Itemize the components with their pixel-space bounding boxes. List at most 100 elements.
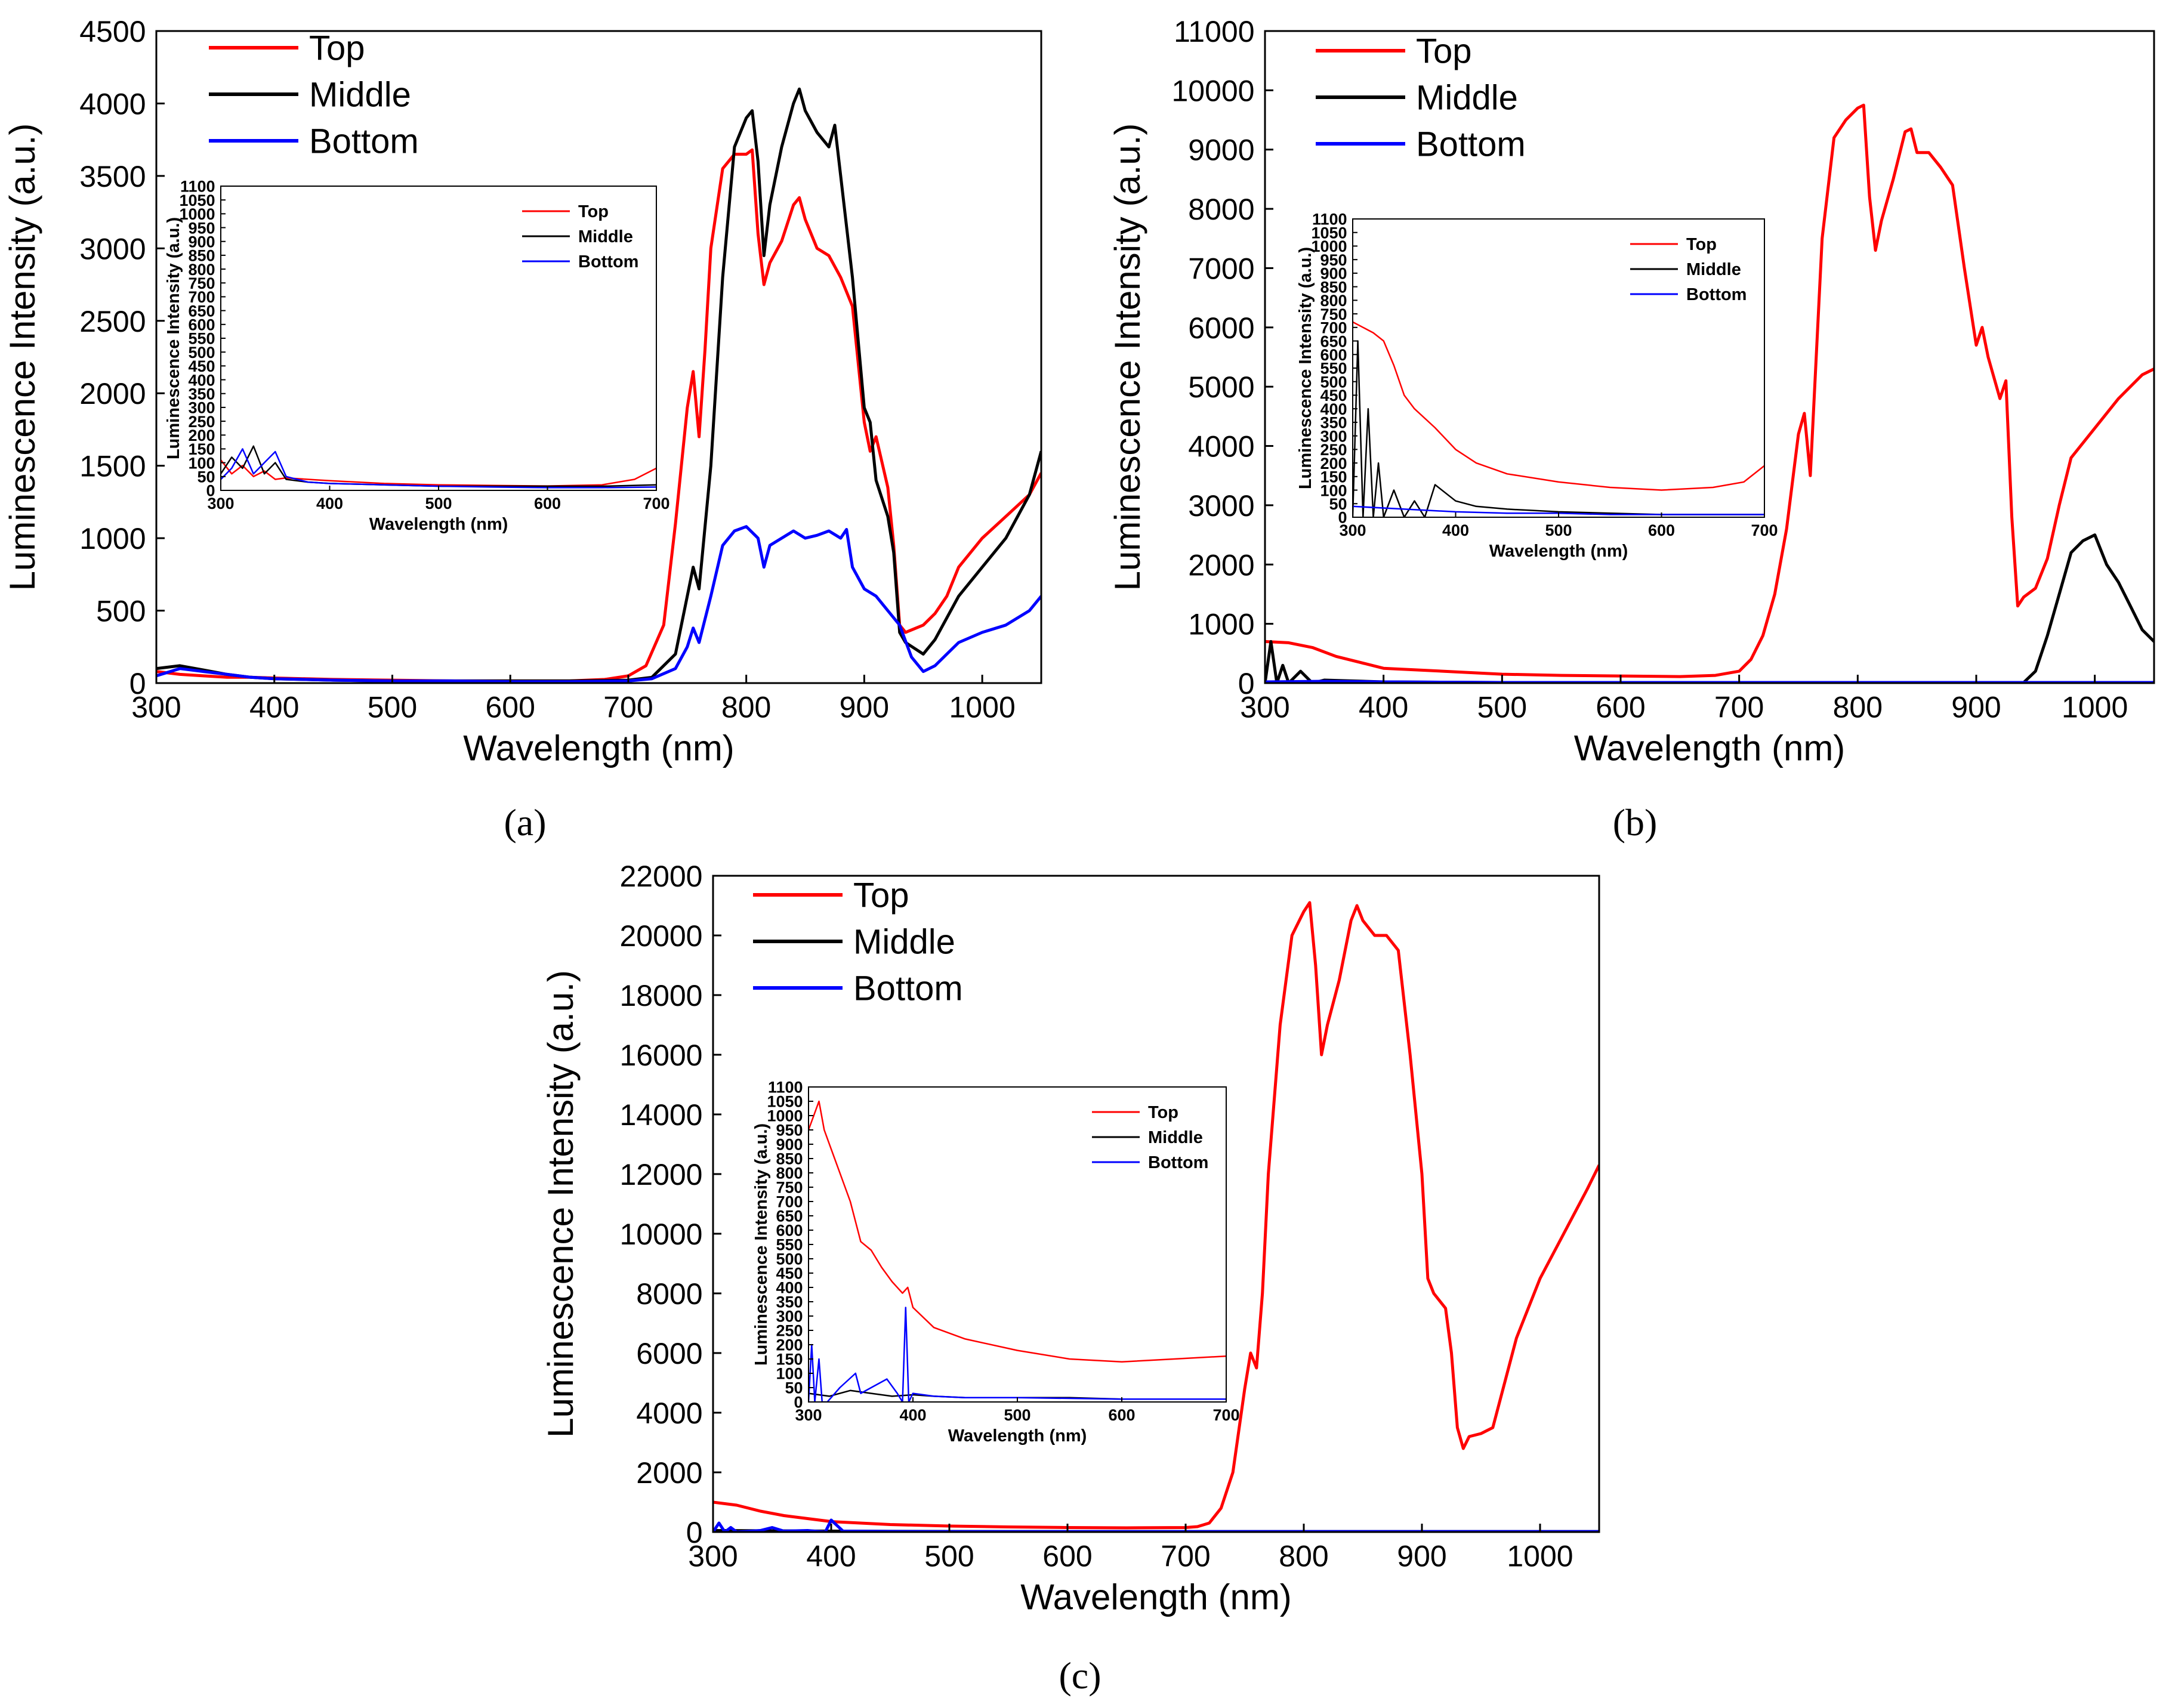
panel-a-ytick-label: 1000	[79, 522, 146, 555]
panel-b-inset-xtick-label: 400	[1442, 521, 1469, 539]
panel-c-inset-ytick-label: 350	[776, 1293, 803, 1311]
panel-a-inset-ytick-label: 400	[188, 371, 215, 389]
panel-b-legend-label-top: Top	[1416, 32, 1472, 70]
panel-b-inset-ytick-label: 300	[1320, 427, 1347, 445]
panel-c-xtick-label: 1000	[1507, 1540, 1573, 1573]
panel-c-xtick-label: 300	[688, 1540, 738, 1573]
panel-c-ytick-label: 4000	[636, 1397, 702, 1430]
panel-c-inset-ytick-label: 900	[776, 1136, 803, 1154]
panel-a-inset-ytick-label: 950	[188, 219, 215, 237]
panel-c-inset-ytick-label: 100	[776, 1365, 803, 1383]
panel-c-inset-legend-label-top: Top	[1148, 1103, 1178, 1122]
panel-a-label: (a)	[504, 801, 546, 844]
panel-b-inset-axes: 300 400 500 600 7000501001502002503003504004…	[1296, 211, 1778, 561]
panel-a-ytick-label: 4000	[79, 87, 146, 121]
panel-b-inset-ytick-label: 500	[1320, 373, 1347, 391]
panel-c-inset-bg	[809, 1087, 1226, 1402]
panel-b-ytick-label: 7000	[1188, 252, 1254, 285]
panel-b-inset-ytick-label: 650	[1320, 332, 1347, 350]
panel-c-inset-ytick-label: 850	[776, 1150, 803, 1168]
panel-a-inset-ytick-label: 700	[188, 288, 215, 306]
panel-a-inset-x-title: Wavelength (nm)	[369, 515, 508, 534]
panel-a-legend-label-middle: Middle	[309, 75, 411, 114]
panel-b-ytick-label: 8000	[1188, 193, 1254, 226]
panel-a-inset-axes: 300 400 500 600 7000501001502002503003504004…	[164, 178, 670, 534]
panel-a-ytick-label: 2000	[79, 377, 146, 410]
panel-c-x-title: Wavelength (nm)	[1020, 1577, 1292, 1617]
panel-c-inset-ytick-label: 450	[776, 1265, 803, 1283]
panel-a-inset-ytick-label: 850	[188, 247, 215, 265]
panel-a-x-title: Wavelength (nm)	[463, 728, 735, 768]
panel-a-legend-label-bottom: Bottom	[309, 122, 419, 160]
panel-c-inset-ytick-label: 200	[776, 1336, 803, 1354]
panel-a-xtick-label: 1000	[949, 691, 1016, 724]
panel-b-inset-xtick-label: 300	[1339, 521, 1366, 539]
panel-c-legend: Top Middle Bottom	[753, 876, 963, 1008]
panel-b-ytick-label: 4000	[1188, 430, 1254, 464]
panel-a-ytick-label: 1500	[79, 450, 146, 483]
panel-c-inset-ytick-label: 600	[776, 1222, 803, 1240]
panel-b-x-title: Wavelength (nm)	[1574, 728, 1846, 768]
panel-b-inset-legend: Top Middle Bottom	[1630, 235, 1747, 304]
panel-c-inset-ytick-label: 50	[785, 1379, 803, 1397]
panel-c-frame	[712, 875, 1600, 1533]
panel-c-inset-ytick-label: 250	[776, 1322, 803, 1340]
panel-b-inset-ytick-label: 550	[1320, 360, 1347, 378]
panel-b-inset-xtick-label: 600	[1648, 521, 1675, 539]
panel-b-legend-label-middle: Middle	[1416, 78, 1518, 117]
panel-b-xtick-label: 600	[1596, 691, 1645, 724]
panel-a-inset-legend: Top Middle Bottom	[522, 202, 638, 271]
panel-c-inset-xtick-label: 700	[1212, 1406, 1239, 1424]
panel-b-inset-x-title: Wavelength (nm)	[1489, 542, 1628, 561]
panel-c-ytick-label: 12000	[619, 1158, 702, 1191]
panel-a-series-bottom	[156, 525, 1041, 683]
panel-c-inset-series-top	[809, 1100, 1226, 1363]
panel-c-inset-ytick-label: 750	[776, 1179, 803, 1197]
panel-a-legend-label-top: Top	[309, 29, 365, 67]
panel-c-inset-x-title: Wavelength (nm)	[948, 1426, 1087, 1446]
panel-b-inset-ytick-label: 900	[1320, 265, 1347, 283]
panel-a-ytick-label: 4500	[79, 15, 146, 48]
panel-a-inset-ytick-label: 1100	[180, 178, 215, 196]
panel-c-ytick-label: 22000	[619, 860, 702, 893]
panel-a-ytick-label: 3000	[79, 232, 146, 265]
panel-a-xtick-label: 400	[249, 691, 299, 724]
panel-b-inset-ytick-label: 450	[1320, 387, 1347, 404]
panel-c-ytick-label: 2000	[636, 1456, 702, 1490]
panel-b-xtick-label: 1000	[2062, 691, 2128, 724]
panel-c-legend-label-bottom: Bottom	[853, 969, 963, 1008]
panel-c-legend-label-top: Top	[853, 876, 909, 915]
panel-b-series-top	[1265, 103, 2154, 678]
panel-b-inset-ytick-label: 1050	[1311, 224, 1347, 242]
panel-b-ytick-label: 2000	[1188, 548, 1254, 582]
panel-c-inset-xtick-label: 500	[1004, 1406, 1030, 1424]
panel-c-axes: 300 400 500 600 700 800 900 1000020004000600080…	[541, 860, 1600, 1617]
panel-b-series-middle	[1265, 533, 2154, 683]
panel-b-ytick-label: 10000	[1171, 74, 1254, 107]
panel-b-inset-series-top	[1353, 321, 1764, 491]
panel-c-inset-ytick-label: 800	[776, 1165, 803, 1182]
panel-a-inset-ytick-label: 100	[188, 454, 215, 472]
panel-a-inset-ytick-label: 1050	[179, 192, 215, 209]
panel-c-series-top	[713, 901, 1599, 1530]
panel-a-inset-bg	[221, 186, 656, 490]
panel-c-inset-legend-label-middle: Middle	[1148, 1128, 1203, 1147]
panel-a-inset-ytick-label: 500	[188, 344, 215, 362]
panel-a-inset-xtick-label: 300	[207, 495, 234, 512]
panel-a-inset-y-title: Luminescence Intensity (a.u.)	[164, 217, 183, 459]
panel-b-ytick-label: 11000	[1174, 15, 1254, 48]
panel-c-inset-ytick-label: 0	[794, 1394, 803, 1412]
panel-a-inset-ytick-label: 550	[188, 330, 215, 348]
panel-b-ytick-label: 6000	[1188, 311, 1254, 345]
panel-b-label: (b)	[1613, 801, 1658, 844]
panel-c-inset-ytick-label: 1100	[768, 1079, 803, 1097]
panel-b-inset-ytick-label: 100	[1320, 481, 1347, 499]
panel-b-inset-bg	[1353, 219, 1764, 517]
panel-a-xtick-label: 500	[368, 691, 417, 724]
panel-c-ytick-label: 14000	[619, 1098, 702, 1132]
panel-b-inset-ytick-label: 1000	[1311, 237, 1347, 255]
panel-c-inset-xtick-label: 600	[1108, 1406, 1135, 1424]
panel-b-xtick-label: 300	[1240, 691, 1289, 724]
panel-c-ytick-label: 8000	[636, 1277, 702, 1311]
